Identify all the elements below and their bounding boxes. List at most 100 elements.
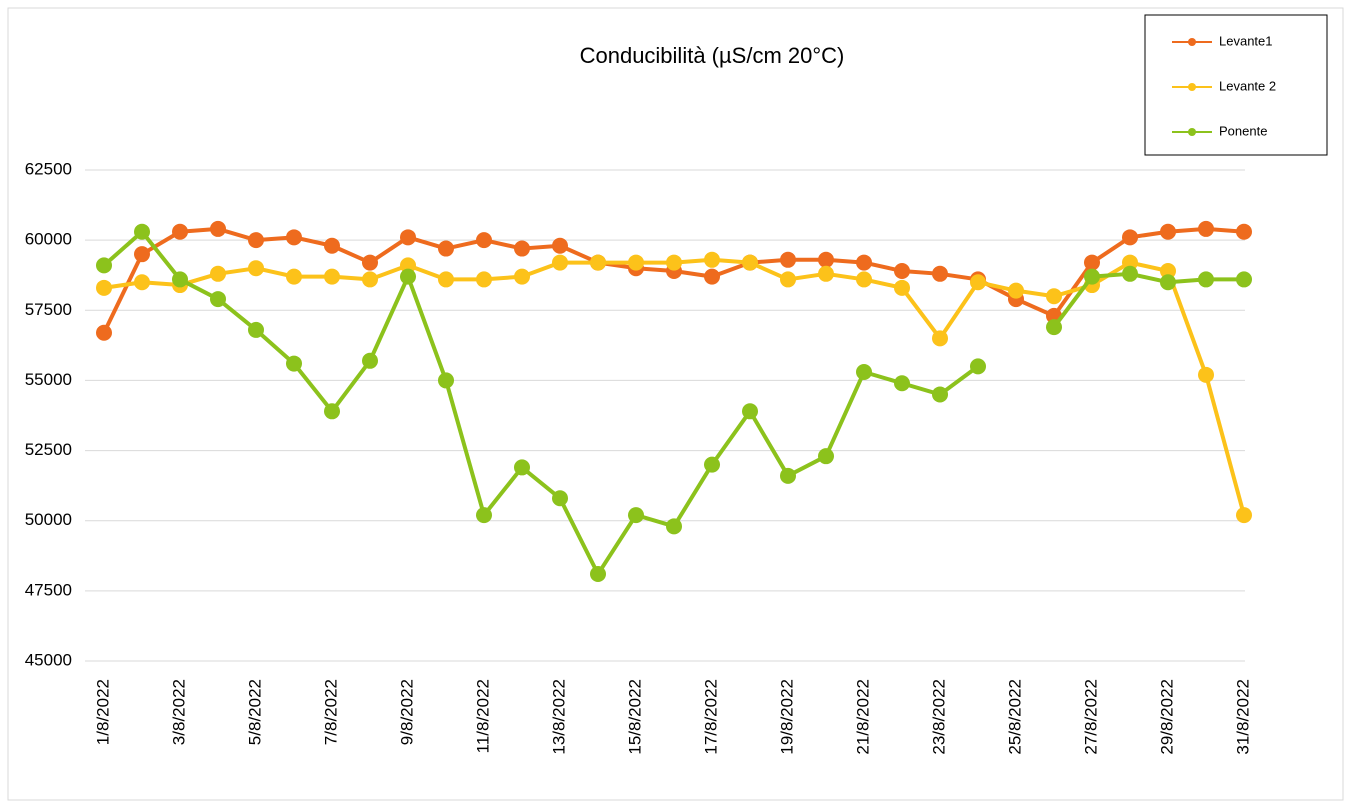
point-marker	[1046, 319, 1062, 336]
point-marker	[400, 257, 416, 274]
point-marker	[210, 265, 226, 282]
point-marker	[1236, 507, 1252, 524]
point-marker	[362, 271, 378, 288]
y-tick-label: 57500	[25, 300, 72, 319]
point-marker	[96, 324, 112, 341]
point-marker	[704, 251, 720, 268]
point-marker	[894, 263, 910, 280]
point-marker	[286, 268, 302, 285]
point-marker	[400, 268, 416, 285]
point-marker	[818, 265, 834, 282]
point-marker	[666, 518, 682, 535]
x-tick-label: 23/8/2022	[929, 679, 948, 755]
point-marker	[248, 260, 264, 277]
point-marker	[1084, 254, 1100, 271]
point-marker	[780, 271, 796, 288]
point-marker	[514, 268, 530, 285]
point-marker	[742, 254, 758, 271]
point-marker	[628, 254, 644, 271]
x-tick-label: 31/8/2022	[1233, 679, 1252, 755]
point-marker	[552, 490, 568, 507]
point-marker	[628, 507, 644, 524]
point-marker	[362, 254, 378, 271]
y-tick-label: 50000	[25, 510, 72, 529]
point-marker	[172, 271, 188, 288]
point-marker	[970, 274, 986, 291]
point-marker	[438, 240, 454, 257]
point-marker	[590, 254, 606, 271]
x-tick-label: 7/8/2022	[321, 679, 340, 745]
y-tick-label: 45000	[25, 650, 72, 669]
point-marker	[590, 566, 606, 583]
point-marker	[476, 271, 492, 288]
point-marker	[1198, 220, 1214, 237]
point-marker	[1122, 265, 1138, 282]
point-marker	[894, 375, 910, 392]
x-tick-label: 25/8/2022	[1005, 679, 1024, 755]
y-tick-label: 55000	[25, 370, 72, 389]
x-tick-label: 11/8/2022	[473, 679, 492, 753]
legend-marker	[1188, 38, 1196, 46]
point-marker	[96, 279, 112, 296]
point-marker	[742, 403, 758, 420]
y-tick-label: 60000	[25, 230, 72, 249]
point-marker	[1160, 223, 1176, 240]
legend-label: Levante 2	[1219, 78, 1276, 93]
point-marker	[324, 403, 340, 420]
point-marker	[248, 321, 264, 338]
point-marker	[172, 223, 188, 240]
point-marker	[1122, 229, 1138, 246]
x-tick-label: 21/8/2022	[853, 679, 872, 755]
y-tick-label: 62500	[25, 159, 72, 178]
point-marker	[932, 330, 948, 347]
point-marker	[96, 257, 112, 274]
point-marker	[856, 271, 872, 288]
point-marker	[134, 246, 150, 263]
x-tick-label: 13/8/2022	[549, 679, 568, 755]
point-marker	[780, 467, 796, 484]
x-tick-label: 19/8/2022	[777, 679, 796, 755]
point-marker	[704, 456, 720, 473]
point-marker	[400, 229, 416, 246]
point-marker	[514, 459, 530, 476]
x-tick-label: 27/8/2022	[1081, 679, 1100, 755]
chart-title: Conducibilità (µS/cm 20°C)	[580, 43, 845, 68]
point-marker	[1198, 271, 1214, 288]
x-tick-label: 3/8/2022	[169, 679, 188, 745]
point-marker	[932, 386, 948, 403]
point-marker	[324, 237, 340, 254]
point-marker	[552, 254, 568, 271]
point-marker	[704, 268, 720, 285]
point-marker	[818, 251, 834, 268]
point-marker	[1160, 263, 1176, 280]
point-marker	[970, 358, 986, 375]
point-marker	[476, 232, 492, 249]
point-marker	[248, 232, 264, 249]
point-marker	[856, 364, 872, 381]
point-marker	[438, 372, 454, 389]
point-marker	[1160, 274, 1176, 291]
x-tick-label: 15/8/2022	[625, 679, 644, 755]
point-marker	[286, 355, 302, 372]
point-marker	[1084, 268, 1100, 285]
point-marker	[1122, 254, 1138, 271]
x-tick-label: 17/8/2022	[701, 679, 720, 755]
point-marker	[666, 254, 682, 271]
point-marker	[894, 279, 910, 296]
y-tick-label: 47500	[25, 580, 72, 599]
point-marker	[514, 240, 530, 257]
point-marker	[856, 254, 872, 271]
point-marker	[210, 220, 226, 237]
x-tick-label: 9/8/2022	[397, 679, 416, 745]
point-marker	[932, 265, 948, 282]
point-marker	[362, 352, 378, 369]
point-marker	[134, 274, 150, 291]
y-tick-label: 52500	[25, 440, 72, 459]
x-tick-label: 5/8/2022	[245, 679, 264, 745]
point-marker	[780, 251, 796, 268]
legend-marker	[1188, 83, 1196, 91]
point-marker	[1008, 282, 1024, 299]
point-marker	[286, 229, 302, 246]
point-marker	[210, 291, 226, 308]
